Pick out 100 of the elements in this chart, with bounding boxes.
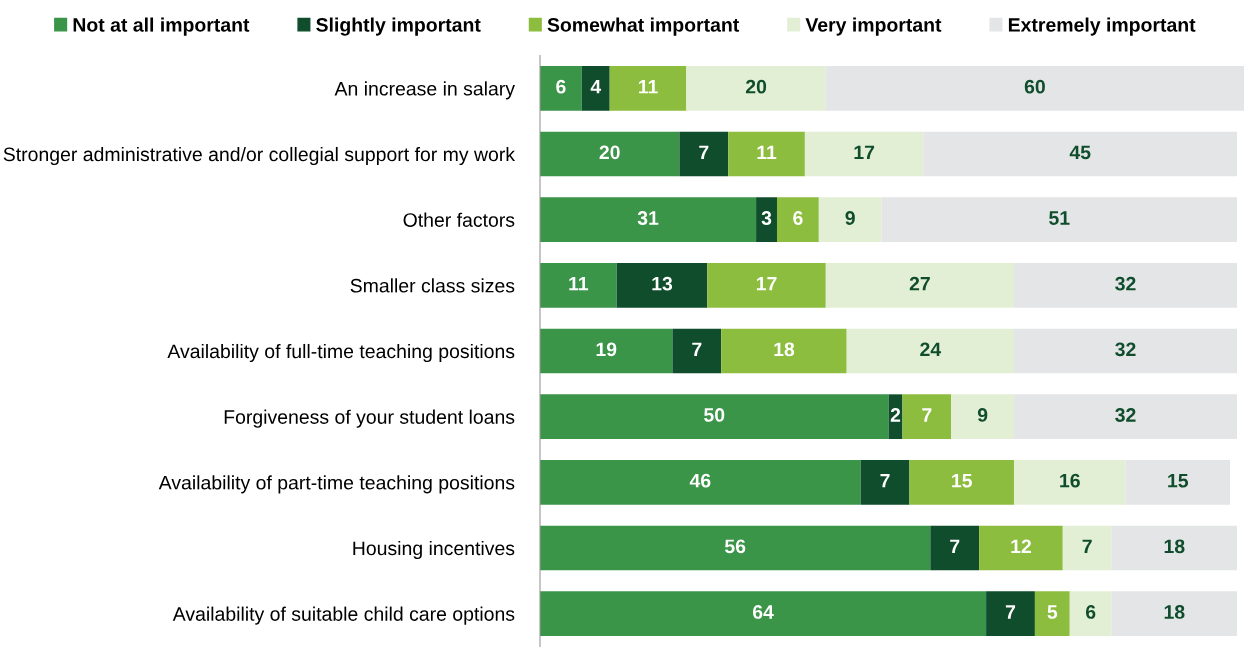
bar (540, 66, 582, 111)
bar (1013, 328, 1238, 374)
data-label: 11 (569, 276, 589, 291)
y-tick-label: Forgiveness of your student loans (224, 409, 515, 428)
data-label: 12 (1011, 539, 1031, 553)
data-label: 6 (1085, 605, 1096, 619)
data-label: 20 (745, 79, 767, 94)
data-label: 20 (599, 145, 620, 160)
bar (923, 131, 1238, 177)
bar (540, 131, 680, 177)
bar (581, 66, 610, 111)
data-label: 11 (757, 145, 777, 160)
bar (672, 328, 722, 374)
bar (902, 394, 952, 439)
y-tick-label: Smaller class sizes (350, 278, 515, 293)
bar (1062, 525, 1112, 571)
y-tick-label: Other factors (403, 212, 515, 227)
y-tick-label: An increase in salary (334, 81, 515, 100)
data-label: 56 (724, 539, 746, 554)
data-label: 7 (1005, 605, 1016, 619)
bar (540, 394, 889, 439)
data-label: 18 (1164, 605, 1185, 619)
data-label: 19 (596, 342, 617, 357)
data-label: 5 (1047, 605, 1058, 619)
bar (930, 525, 980, 571)
data-label: 45 (1069, 145, 1091, 160)
legend-label: Somewhat important (547, 17, 740, 36)
bar (679, 131, 729, 177)
data-label: 17 (854, 145, 875, 160)
data-label: 6 (793, 211, 803, 225)
bar (1013, 394, 1238, 439)
data-label: 32 (1115, 408, 1136, 422)
bar (728, 131, 805, 177)
bar (825, 66, 1244, 111)
y-tick-label: Stronger administrative and/or collegial support for my work (3, 146, 516, 166)
data-label: 11 (638, 79, 658, 94)
bar (804, 131, 924, 177)
data-label: 13 (652, 276, 673, 291)
data-label: 17 (756, 276, 777, 291)
data-label: 24 (920, 342, 942, 357)
bar (540, 525, 931, 571)
data-label: 7 (950, 539, 960, 553)
bar (540, 459, 861, 505)
data-label: 50 (704, 408, 725, 422)
bar (721, 328, 847, 374)
data-label: 32 (1115, 342, 1136, 357)
data-label: 9 (977, 408, 988, 422)
data-label: 18 (774, 342, 795, 357)
bar (825, 263, 1014, 308)
data-label: 7 (699, 145, 709, 160)
bar (540, 591, 987, 636)
data-label: 16 (1060, 473, 1080, 488)
bar (818, 197, 882, 242)
bar (986, 591, 1035, 636)
bar (909, 459, 1014, 505)
data-label: 7 (692, 342, 702, 357)
data-label: 15 (952, 473, 972, 488)
bar (609, 66, 687, 111)
bar (860, 459, 910, 505)
data-label: 60 (1024, 79, 1045, 94)
data-label: 9 (845, 211, 855, 225)
bar (756, 197, 777, 242)
data-label: 2 (890, 408, 901, 422)
bar (540, 197, 757, 242)
bar (1111, 525, 1238, 571)
data-label: 15 (1168, 473, 1189, 488)
legend-label: Extremely important (1008, 17, 1196, 36)
bar (540, 328, 673, 374)
bar (1111, 591, 1238, 636)
y-tick-label: Availability of suitable child care options (172, 606, 515, 625)
bar (1125, 459, 1231, 505)
data-label: 32 (1115, 276, 1136, 291)
bar (881, 197, 1238, 242)
data-label: 46 (689, 473, 711, 488)
data-label: 7 (880, 473, 890, 488)
data-label: 6 (556, 79, 566, 94)
legend-label: Slightly important (316, 17, 481, 36)
bar (1034, 591, 1070, 636)
data-label: 18 (1164, 539, 1185, 554)
bar (540, 263, 617, 308)
bar (1013, 459, 1126, 505)
bar (707, 263, 826, 308)
data-label: 31 (637, 211, 659, 225)
y-tick-label: Availability of part-time teaching positions (158, 475, 515, 494)
data-label: 4 (590, 79, 602, 94)
bar (686, 66, 826, 111)
data-label: 64 (752, 605, 774, 619)
bar (1013, 263, 1238, 308)
bar (616, 263, 708, 308)
bar (846, 328, 1014, 374)
data-label: 7 (922, 408, 932, 422)
y-tick-label: Availability of full-time teaching positions (167, 343, 515, 363)
data-label: 27 (909, 276, 930, 291)
y-tick-label: Housing incentives (353, 540, 515, 560)
bar (979, 525, 1063, 571)
legend-label: Very important (805, 17, 942, 36)
bar (951, 394, 1014, 439)
data-label: 3 (761, 211, 772, 225)
data-label: 7 (1082, 539, 1092, 553)
data-label: 51 (1049, 211, 1070, 225)
